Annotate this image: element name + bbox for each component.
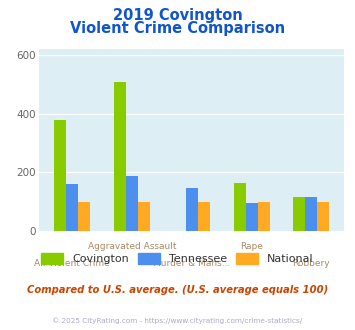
Bar [305, 197, 317, 231]
Text: All Violent Crime: All Violent Crime [34, 259, 110, 268]
Text: © 2025 CityRating.com - https://www.cityrating.com/crime-statistics/: © 2025 CityRating.com - https://www.city… [53, 317, 302, 324]
Bar [126, 176, 138, 231]
Text: Compared to U.S. average. (U.S. average equals 100): Compared to U.S. average. (U.S. average … [27, 285, 328, 295]
Text: Violent Crime Comparison: Violent Crime Comparison [70, 21, 285, 36]
Bar [198, 202, 210, 231]
Bar [257, 202, 269, 231]
Text: Rape: Rape [240, 242, 263, 251]
Bar [317, 202, 329, 231]
Text: Robbery: Robbery [293, 259, 330, 268]
Bar [54, 120, 66, 231]
Bar [234, 183, 246, 231]
Bar [246, 203, 257, 231]
Text: 2019 Covington: 2019 Covington [113, 8, 242, 23]
Bar [114, 82, 126, 231]
Text: Aggravated Assault: Aggravated Assault [88, 242, 176, 251]
Bar [138, 202, 150, 231]
Text: Murder & Mans...: Murder & Mans... [153, 259, 230, 268]
Legend: Covington, Tennessee, National: Covington, Tennessee, National [37, 248, 318, 268]
Bar [294, 197, 305, 231]
Bar [186, 188, 198, 231]
Bar [78, 202, 90, 231]
Bar [66, 183, 78, 231]
